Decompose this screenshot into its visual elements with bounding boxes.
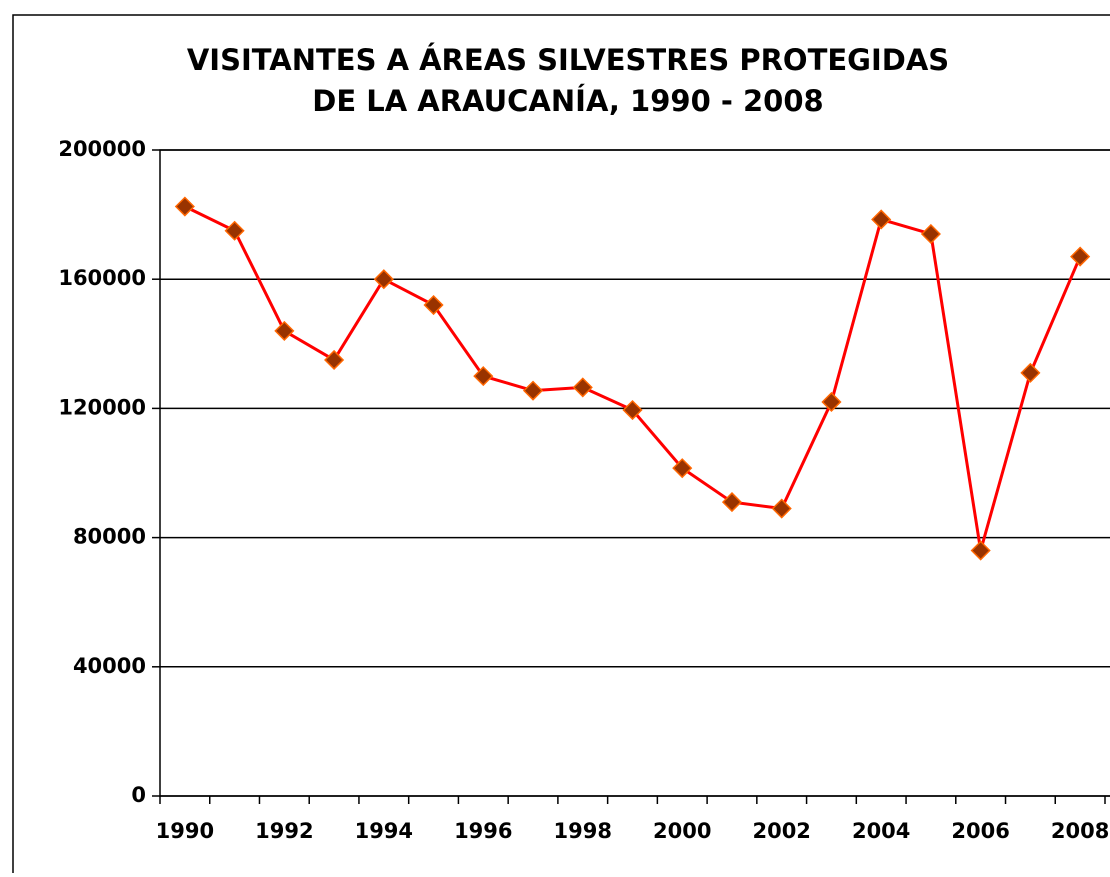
x-tick-label: 1996 [454, 819, 512, 843]
x-tick-label: 2004 [852, 819, 910, 843]
data-point [373, 269, 394, 290]
x-tick-label: 2000 [653, 819, 711, 843]
data-point [274, 320, 295, 341]
data-point [522, 380, 544, 401]
y-tick-label: 80000 [73, 525, 146, 549]
x-tick-label: 2002 [752, 819, 810, 843]
data-point [622, 399, 643, 421]
data-point [721, 492, 743, 513]
plot-area [159, 149, 1110, 797]
data-point [473, 366, 494, 387]
data-point [871, 209, 892, 230]
data-point [1070, 246, 1091, 267]
x-tick-label: 1998 [554, 819, 612, 843]
chart-title: VISITANTES A ÁREAS SILVESTRES PROTEGIDAS [187, 43, 949, 77]
chart-title: DE LA ARAUCANÍA, 1990 - 2008 [312, 84, 823, 118]
data-point [821, 391, 842, 413]
x-tick-label: 1992 [255, 819, 313, 843]
data-point [324, 349, 345, 371]
x-tick-label: 1990 [156, 819, 214, 843]
x-tick-label: 2006 [951, 819, 1009, 843]
data-point [771, 498, 792, 519]
y-tick-label: 160000 [58, 266, 146, 290]
x-tick-label: 2008 [1051, 819, 1109, 843]
data-point [174, 196, 195, 217]
y-tick-label: 40000 [73, 654, 146, 678]
data-point [1020, 362, 1041, 383]
y-tick-label: 120000 [58, 395, 146, 419]
y-tick-label: 200000 [58, 137, 146, 161]
data-point [224, 220, 245, 241]
data-point [572, 377, 593, 398]
data-point [970, 540, 991, 561]
data-point [423, 294, 444, 316]
data-point [672, 458, 693, 479]
x-tick-label: 1994 [355, 819, 413, 843]
data-point [920, 223, 941, 245]
y-tick-label: 0 [131, 783, 146, 807]
